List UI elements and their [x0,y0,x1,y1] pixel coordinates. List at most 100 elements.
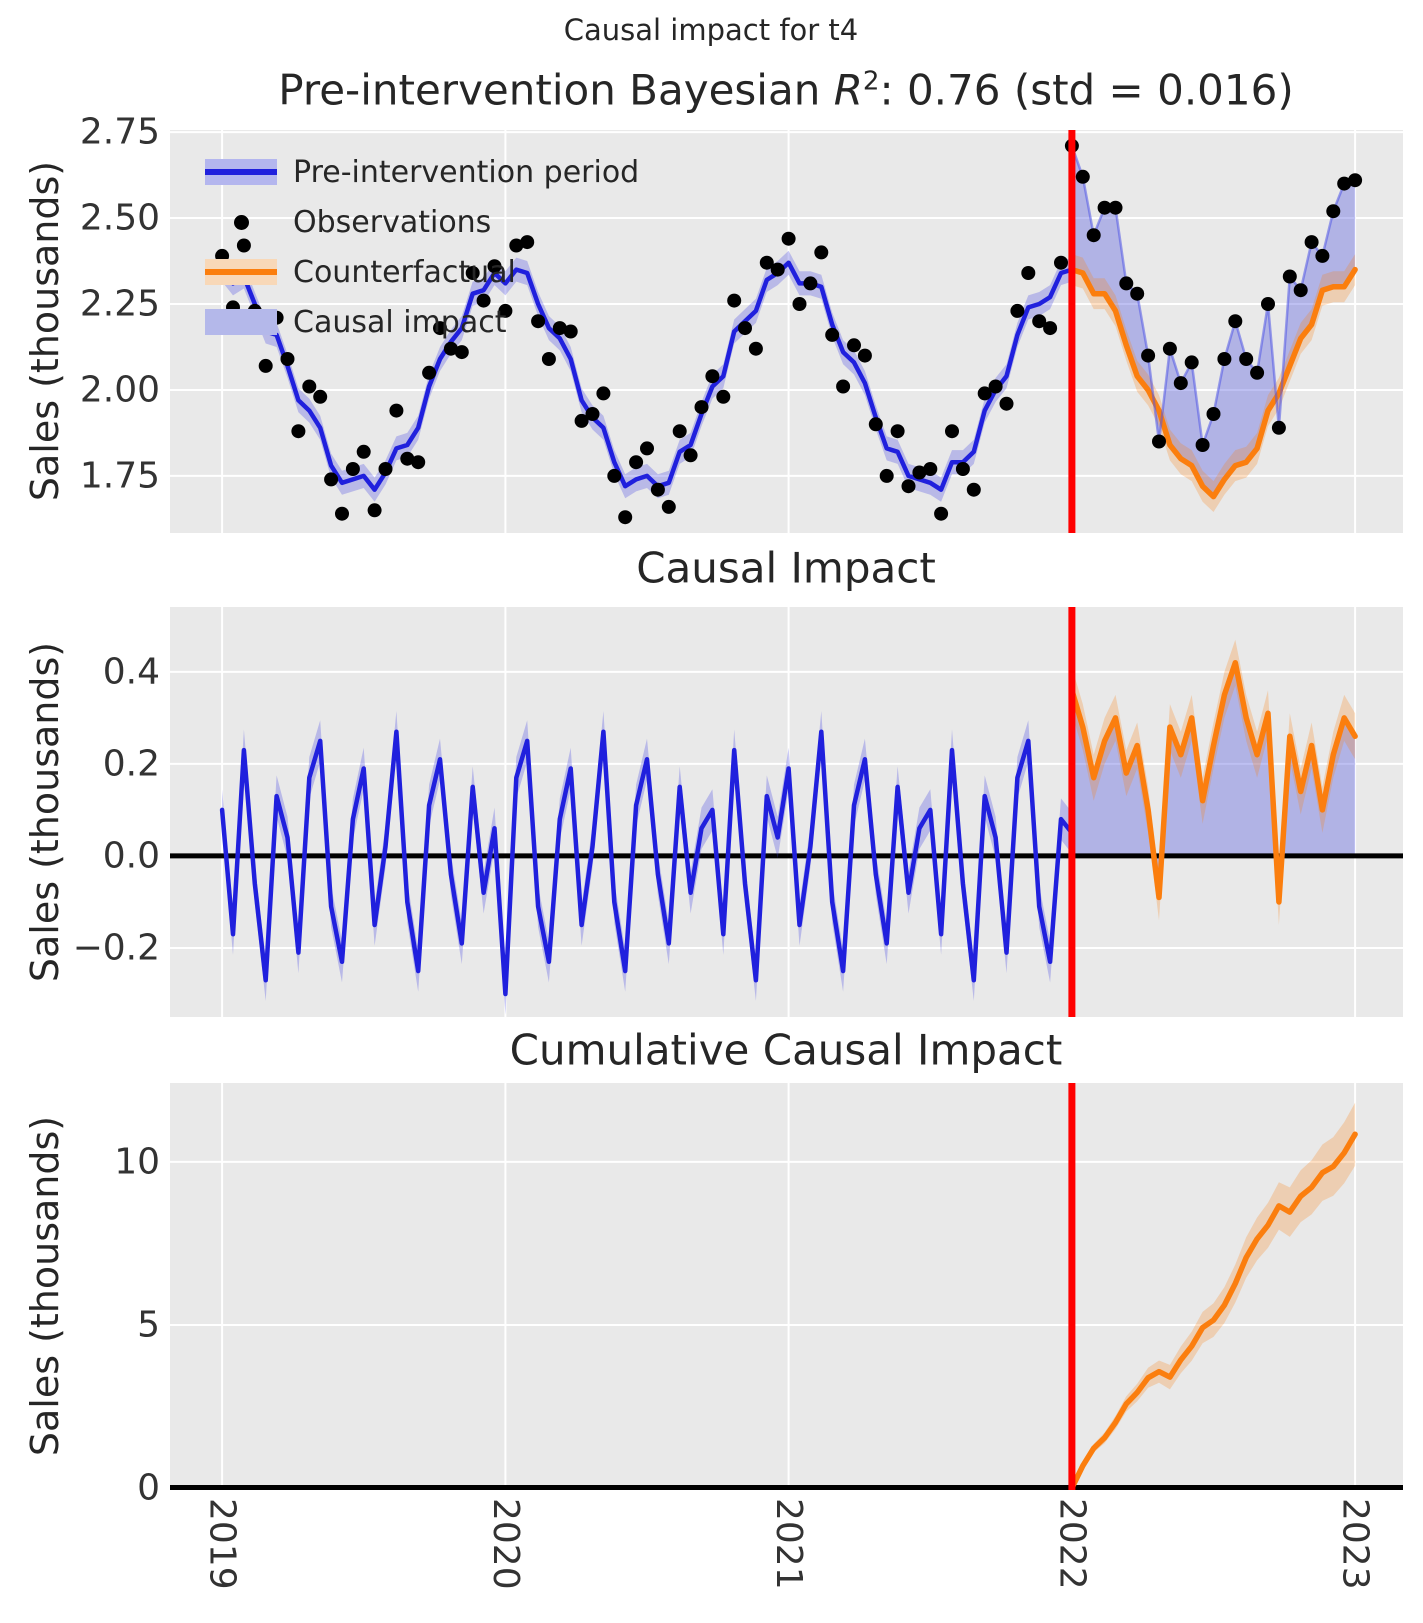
y-tick-label: 1.75 [79,455,160,497]
y-tick-label: 10 [114,1141,160,1183]
legend-item-causal-impact: Causal impact [205,297,639,347]
observation-dot [672,424,687,439]
observation-dot [1315,248,1330,263]
observation-dot [356,444,371,459]
observation-dot [563,324,578,339]
observation-dot [389,403,404,418]
observation-dot [1250,365,1265,380]
bottom-panel-chart [170,1083,1403,1490]
y-tick-label: −0.2 [72,927,160,969]
observation-dot [487,259,502,274]
causal-impact-fill [1071,145,1356,497]
observation-dot [1108,200,1123,215]
observation-dot [1054,255,1068,270]
observation-dot [236,238,251,253]
panel3-ylabel: Sales (thousands) [23,1115,67,1457]
legend-item-observations: Observations [205,197,639,247]
counterfactual-band [1071,254,1356,512]
legend-label: Counterfactual [293,254,516,290]
observation-dot [378,462,393,476]
y-tick-label: 0 [137,1467,160,1509]
pre-impact-line [219,729,1075,997]
panel1-ylabel: Sales (thousands) [23,160,67,502]
legend-item-pre-intervention: Pre-intervention period [205,147,639,197]
panel2-title: Causal Impact [636,543,936,593]
y-tick-label: 2.50 [79,197,160,239]
y-tick-label: 2.75 [79,111,160,153]
observation-dot [324,472,339,487]
observation-dot [803,276,818,291]
observation-dot [574,413,589,428]
observation-dot [433,321,447,336]
observation-dot [1097,200,1112,215]
observation-dot [1282,269,1297,284]
observation-dot [1337,176,1352,191]
observation-dot [443,341,458,356]
counterfactual-swatch-icon [205,259,277,285]
observation-dot [541,352,556,366]
observation-dot [966,482,981,497]
x-tick-label: 2020 [484,1498,526,1590]
legend-label: Pre-intervention period [293,154,640,190]
observation-dot [422,365,437,380]
observation-dot [792,297,807,311]
observation-dot [313,389,328,404]
observation-dot [411,455,426,470]
y-tick-label: 0.0 [102,835,160,877]
observation-dot [650,482,665,497]
observation-dot [759,255,774,270]
observation-dot [945,424,959,439]
observation-dot [999,396,1014,411]
observation-dot [629,455,644,470]
x-tick-label: 2019 [201,1498,243,1590]
observation-dot [476,293,491,308]
observation-dot [901,479,916,494]
y-tick-label: 5 [137,1304,160,1346]
panel1-title-prefix: Pre-intervention Bayesian [278,65,834,115]
observation-dot [1130,286,1145,301]
observation-dot [454,345,469,360]
observation-dot [1326,204,1341,219]
y-tick-label: 0.2 [102,743,160,785]
panel-background [170,130,1403,533]
observation-dot [1152,434,1166,449]
legend-label: Observations [293,204,492,240]
observation-dot [400,451,415,466]
panel3-title: Cumulative Causal Impact [509,1025,1063,1075]
panel2-ylabel: Sales (thousands) [23,641,67,983]
observation-dot [531,314,546,329]
observation-dot [1086,228,1101,243]
observation-dot [1348,173,1363,188]
legend-label: Causal impact [293,304,507,340]
observation-dot [585,407,600,421]
observation-dot [738,321,752,336]
observation-dot [367,503,382,518]
post-impact-line [1069,659,1358,905]
observation-dot [912,465,927,480]
observation-dot [879,468,894,483]
observation-dot [465,266,480,280]
observation-dot [814,245,829,260]
observation-dot [727,293,742,308]
observation-dot [552,321,567,336]
legend-item-counterfactual: Counterfactual [205,247,639,297]
y-tick-label: 0.4 [102,651,160,693]
panel1-title-suffix: : 0.76 (std = 0.016) [879,65,1294,115]
observation-dot [596,386,611,401]
observation-dot [280,352,295,366]
observation-dot [1162,341,1177,356]
observation-dot [1195,438,1210,452]
figure-suptitle: Causal impact for t4 [563,13,859,47]
observation-dot [781,231,796,246]
observation-dot [705,369,720,384]
observation-dot [302,379,317,394]
y-tick-label: 2.00 [79,369,160,411]
observation-dot [847,338,861,353]
observation-dot [1173,376,1188,391]
observation-dot [509,238,524,253]
observation-dot [1304,235,1319,250]
observation-dot [661,499,676,514]
observation-dot [825,327,840,342]
counterfactual-line [1069,266,1358,500]
